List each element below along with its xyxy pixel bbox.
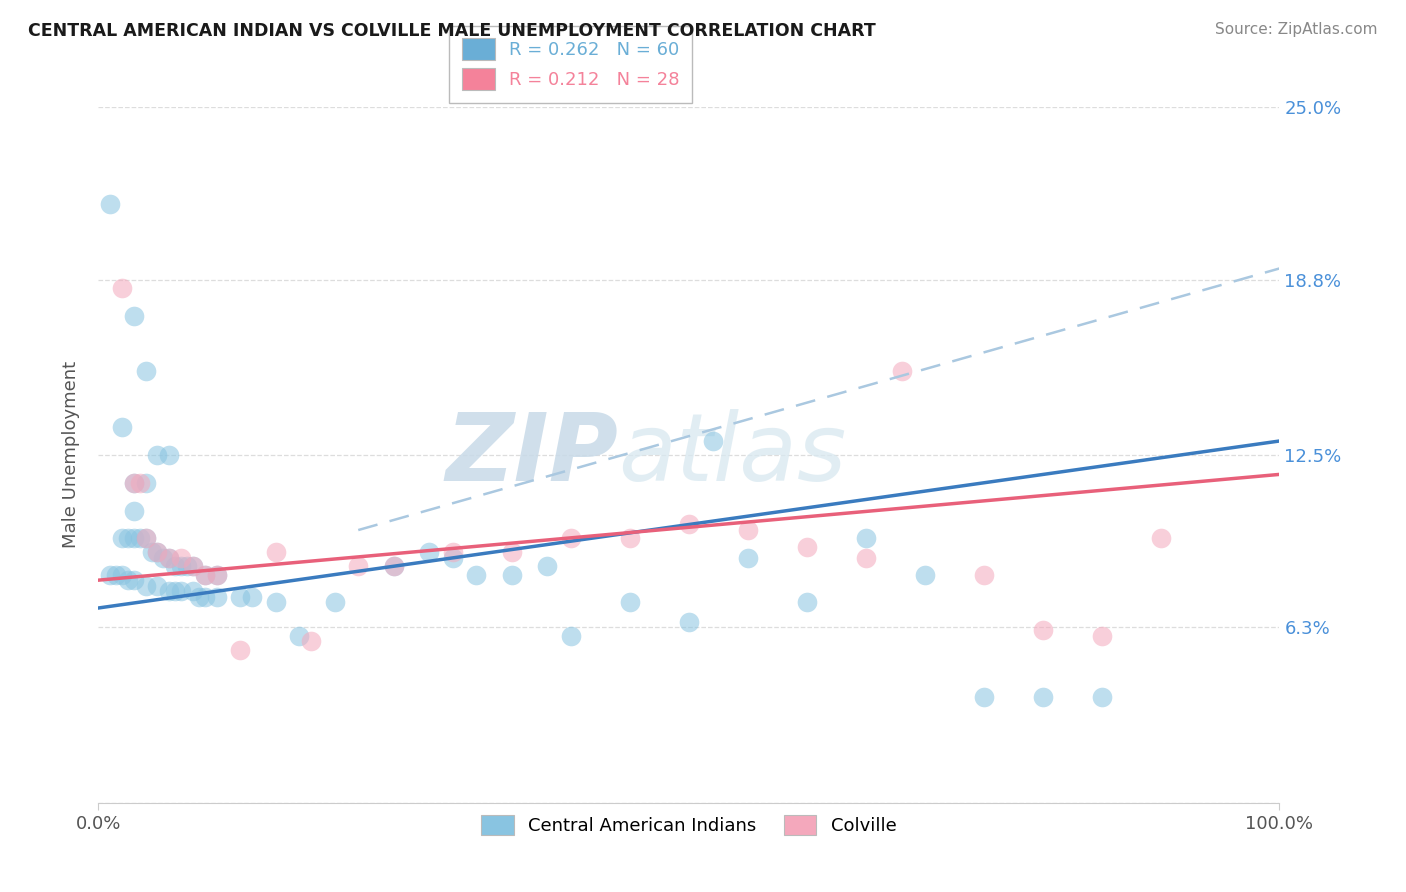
Point <box>111 420 134 434</box>
Point <box>111 532 134 546</box>
Point <box>501 567 523 582</box>
Point <box>135 475 157 490</box>
Text: ZIP: ZIP <box>446 409 619 501</box>
Point <box>1091 690 1114 704</box>
Point <box>382 559 405 574</box>
Point <box>128 532 150 546</box>
Point <box>117 573 139 587</box>
Point <box>264 545 287 559</box>
Point <box>973 690 995 704</box>
Point <box>205 567 228 582</box>
Point <box>187 590 209 604</box>
Point <box>890 364 912 378</box>
Point <box>441 545 464 559</box>
Point <box>382 559 405 574</box>
Point <box>170 559 193 574</box>
Point <box>678 615 700 629</box>
Point <box>122 475 145 490</box>
Point <box>157 550 180 565</box>
Point <box>501 545 523 559</box>
Point <box>299 634 322 648</box>
Point <box>135 532 157 546</box>
Point <box>141 545 163 559</box>
Point <box>1150 532 1173 546</box>
Point <box>1032 690 1054 704</box>
Point <box>157 584 180 599</box>
Point <box>678 517 700 532</box>
Point <box>135 364 157 378</box>
Point <box>122 475 145 490</box>
Point <box>181 559 204 574</box>
Point <box>205 567 228 582</box>
Point <box>323 595 346 609</box>
Point <box>619 595 641 609</box>
Point <box>205 590 228 604</box>
Point <box>146 448 169 462</box>
Point <box>98 567 121 582</box>
Point <box>796 595 818 609</box>
Point <box>117 532 139 546</box>
Point <box>737 550 759 565</box>
Point <box>170 584 193 599</box>
Point <box>229 590 252 604</box>
Point <box>146 545 169 559</box>
Point <box>1091 629 1114 643</box>
Point <box>229 642 252 657</box>
Point <box>135 532 157 546</box>
Point <box>264 595 287 609</box>
Point <box>347 559 370 574</box>
Legend: Central American Indians, Colville: Central American Indians, Colville <box>474 808 904 842</box>
Point <box>855 532 877 546</box>
Point <box>536 559 558 574</box>
Y-axis label: Male Unemployment: Male Unemployment <box>62 361 80 549</box>
Point <box>973 567 995 582</box>
Point <box>146 579 169 593</box>
Point <box>737 523 759 537</box>
Text: Source: ZipAtlas.com: Source: ZipAtlas.com <box>1215 22 1378 37</box>
Point <box>135 579 157 593</box>
Point <box>702 434 724 448</box>
Point <box>122 532 145 546</box>
Point <box>122 309 145 323</box>
Point <box>560 532 582 546</box>
Point <box>98 197 121 211</box>
Point <box>111 281 134 295</box>
Point <box>128 475 150 490</box>
Point <box>418 545 440 559</box>
Point <box>560 629 582 643</box>
Point <box>165 559 187 574</box>
Point <box>194 567 217 582</box>
Point <box>152 550 174 565</box>
Point <box>914 567 936 582</box>
Text: atlas: atlas <box>619 409 846 500</box>
Point <box>165 584 187 599</box>
Point <box>176 559 198 574</box>
Point <box>796 540 818 554</box>
Point <box>240 590 263 604</box>
Text: CENTRAL AMERICAN INDIAN VS COLVILLE MALE UNEMPLOYMENT CORRELATION CHART: CENTRAL AMERICAN INDIAN VS COLVILLE MALE… <box>28 22 876 40</box>
Point <box>170 550 193 565</box>
Point <box>1032 624 1054 638</box>
Point <box>288 629 311 643</box>
Point <box>181 559 204 574</box>
Point <box>181 584 204 599</box>
Point <box>122 573 145 587</box>
Point <box>194 590 217 604</box>
Point <box>122 503 145 517</box>
Point <box>146 545 169 559</box>
Point <box>194 567 217 582</box>
Point <box>111 567 134 582</box>
Point <box>157 448 180 462</box>
Point <box>465 567 488 582</box>
Point <box>105 567 128 582</box>
Point <box>619 532 641 546</box>
Point <box>855 550 877 565</box>
Point <box>441 550 464 565</box>
Point <box>157 550 180 565</box>
